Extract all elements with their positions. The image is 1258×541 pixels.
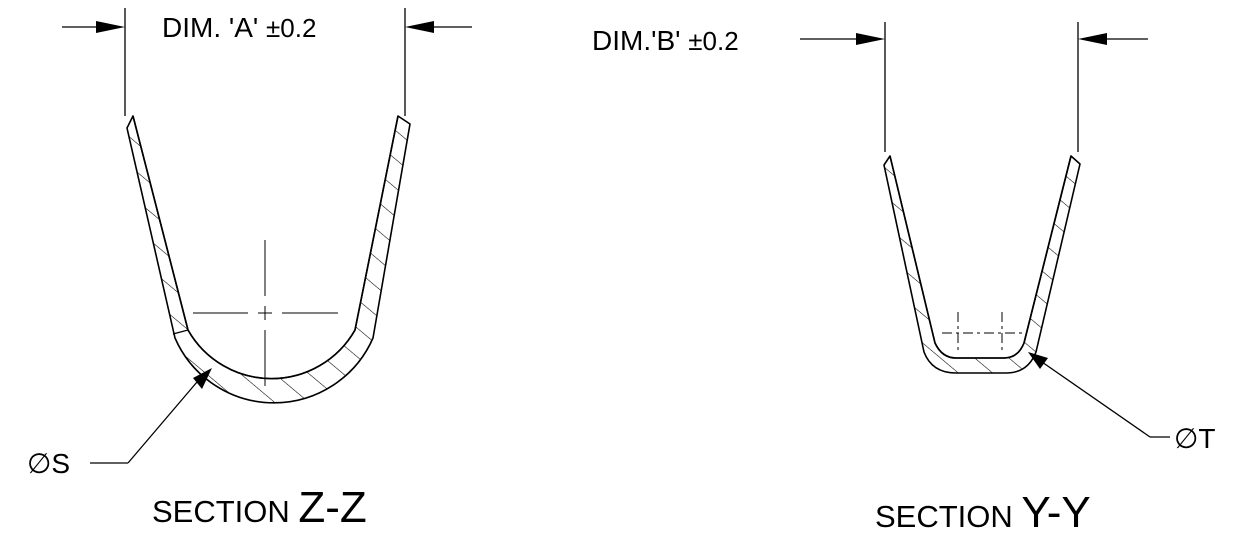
zz-dimension-arrow-right <box>405 21 472 33</box>
yy-dimension-label: DIM.'B' ±0.2 <box>592 25 739 56</box>
zz-leader-s <box>90 368 212 464</box>
section-zz: DIM. 'A' ±0.2 ∅S SECTION Z-Z <box>27 8 472 532</box>
yy-section-caption: SECTION Y-Y <box>875 488 1091 537</box>
zz-caption-word: SECTION <box>152 494 298 529</box>
zz-profile-inner-line <box>132 115 399 380</box>
yy-leader-label: ∅T <box>1174 423 1216 454</box>
yy-dimension-name: DIM.'B' <box>592 25 688 56</box>
yy-center-marks <box>942 312 1024 350</box>
yy-caption-word: SECTION <box>875 499 1021 534</box>
yy-caption-id: Y-Y <box>1021 488 1090 537</box>
zz-dimension-tolerance: ±0.2 <box>266 13 316 43</box>
zz-lip-step <box>172 329 189 335</box>
zz-dimension-label: DIM. 'A' ±0.2 <box>162 12 316 43</box>
zz-section-caption: SECTION Z-Z <box>152 483 367 532</box>
zz-center-mark <box>193 240 338 386</box>
zz-caption-id: Z-Z <box>298 483 366 532</box>
yy-dimension-arrow-left <box>800 33 885 45</box>
yy-profile-wall <box>883 155 1081 374</box>
zz-dimension-arrow-left <box>62 21 125 33</box>
yy-profile-inner-line <box>889 155 1072 359</box>
section-yy: DIM.'B' ±0.2 ∅T SECTION Y-Y <box>592 22 1216 537</box>
yy-dimension-arrow-right <box>1078 33 1148 45</box>
yy-leader-t <box>1028 352 1170 438</box>
zz-leader-label: ∅S <box>27 448 70 479</box>
zz-dimension-name: DIM. 'A' <box>162 12 266 43</box>
yy-dimension-tolerance: ±0.2 <box>688 26 738 56</box>
